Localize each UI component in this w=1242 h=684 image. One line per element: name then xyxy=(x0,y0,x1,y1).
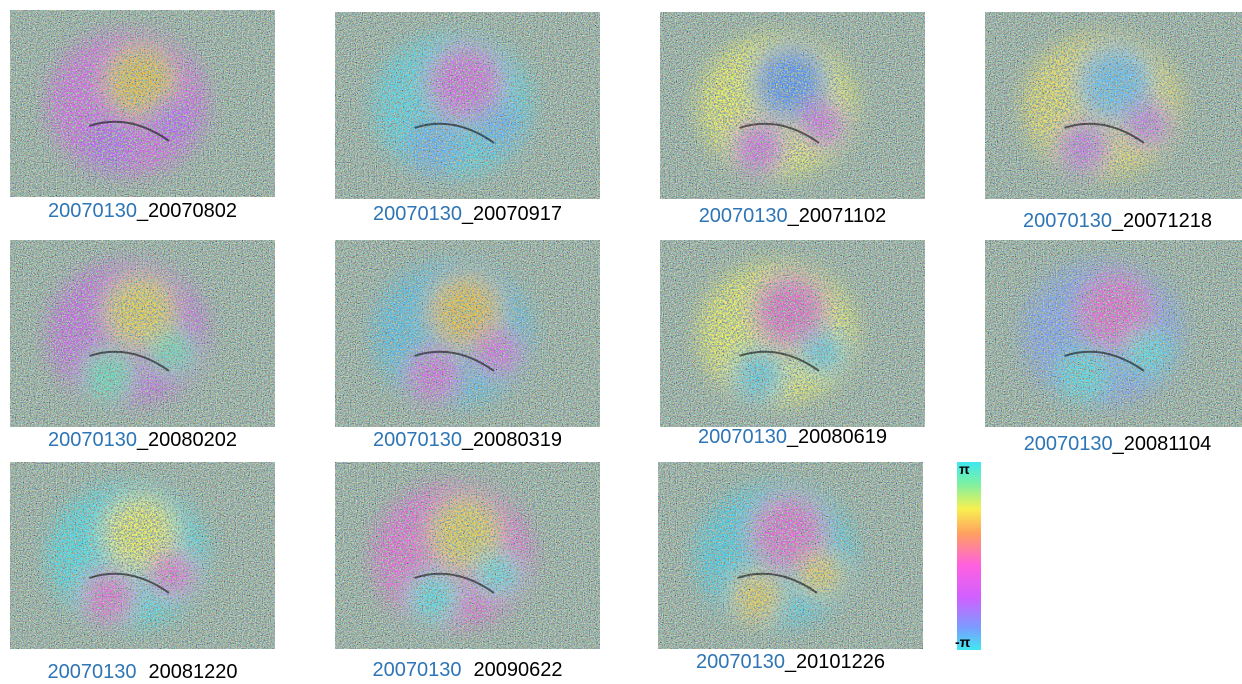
master-date: 20070130 xyxy=(1024,433,1113,455)
fringe xyxy=(800,102,848,147)
fringe xyxy=(475,552,523,597)
master-date: 20070130 xyxy=(48,200,137,222)
deformation-pattern xyxy=(700,34,859,176)
master-date: 20070130 xyxy=(48,429,137,451)
fringe xyxy=(475,102,523,147)
master-date: 20070130 xyxy=(373,659,462,681)
fringe xyxy=(409,120,462,172)
caption: 20070130_20071218 xyxy=(1023,210,1212,232)
slave-date: _20080202 xyxy=(136,429,237,451)
master-date: 20070130 xyxy=(1023,210,1112,232)
master-date: 20070130 xyxy=(48,661,137,683)
interferogram xyxy=(660,12,925,199)
deformation-pattern xyxy=(375,484,534,626)
caption: 20070130 20090622 xyxy=(373,659,563,681)
fringe xyxy=(1125,330,1173,375)
fringe xyxy=(732,570,785,622)
fringe xyxy=(84,348,137,400)
slave-date: 20090622 xyxy=(474,659,563,681)
master-date: 20070130 xyxy=(696,651,785,673)
caption: 20070130_20070917 xyxy=(373,203,562,225)
fringe xyxy=(734,120,787,172)
caption: 20070130_20081104 xyxy=(1024,433,1212,455)
slave-date: _20080619 xyxy=(786,426,887,448)
deformation-pattern xyxy=(1025,262,1184,404)
slave-date: _20080319 xyxy=(461,429,562,451)
master-date: 20070130 xyxy=(373,203,462,225)
interferogram xyxy=(10,10,275,197)
fringe xyxy=(1059,120,1112,172)
deformation-pattern xyxy=(50,262,209,404)
interferogram xyxy=(10,462,275,649)
deformation-pattern xyxy=(1025,34,1184,176)
fringe xyxy=(800,330,848,375)
colorbar: π -π xyxy=(955,461,981,650)
caption: 20070130 20081220 xyxy=(48,661,238,683)
slave-date: _20081104 xyxy=(1112,433,1212,455)
fringe xyxy=(1059,348,1112,400)
figure: 20070130_2007080220070130_20070917200701… xyxy=(0,0,1242,684)
fringe xyxy=(409,348,462,400)
deformation-pattern xyxy=(50,484,209,626)
fringe xyxy=(150,330,198,375)
fringe xyxy=(84,118,137,170)
interferogram xyxy=(10,240,275,427)
caption: 20070130_20101226 xyxy=(696,651,885,673)
caption: 20070130_20071102 xyxy=(699,205,887,227)
fringe xyxy=(734,348,787,400)
slave-date: _20071218 xyxy=(1111,210,1212,232)
interferogram xyxy=(335,12,600,199)
fringe xyxy=(475,330,523,375)
interferogram xyxy=(335,240,600,427)
colorbar-top-label: π xyxy=(959,461,970,477)
deformation-pattern xyxy=(698,484,857,626)
deformation-pattern xyxy=(375,262,534,404)
fringe xyxy=(84,570,137,622)
caption: 20070130_20080202 xyxy=(48,429,237,451)
interferogram xyxy=(660,240,925,427)
interferogram xyxy=(985,12,1242,199)
slave-date: _20071102 xyxy=(787,205,887,227)
master-date: 20070130 xyxy=(373,429,462,451)
slave-date: 20081220 xyxy=(149,661,238,683)
fringe xyxy=(798,552,846,597)
fringe xyxy=(409,570,462,622)
master-date: 20070130 xyxy=(698,426,787,448)
interferogram xyxy=(335,462,600,649)
slave-date: _20070802 xyxy=(136,200,237,222)
master-date: 20070130 xyxy=(699,205,788,227)
deformation-pattern xyxy=(700,262,859,404)
colorbar-gradient xyxy=(957,462,981,650)
fringe xyxy=(1125,102,1173,147)
deformation-pattern xyxy=(50,32,209,174)
slave-date: _20101226 xyxy=(784,651,885,673)
deformation-pattern xyxy=(375,34,534,176)
caption: 20070130_20080319 xyxy=(373,429,562,451)
interferogram xyxy=(985,240,1242,427)
caption: 20070130_20080619 xyxy=(698,426,887,448)
fringe xyxy=(150,100,198,145)
colorbar-bottom-label: -π xyxy=(955,634,971,650)
caption: 20070130_20070802 xyxy=(48,200,237,222)
interferogram xyxy=(658,462,923,649)
fringe xyxy=(150,552,198,597)
slave-date: _20070917 xyxy=(461,203,562,225)
